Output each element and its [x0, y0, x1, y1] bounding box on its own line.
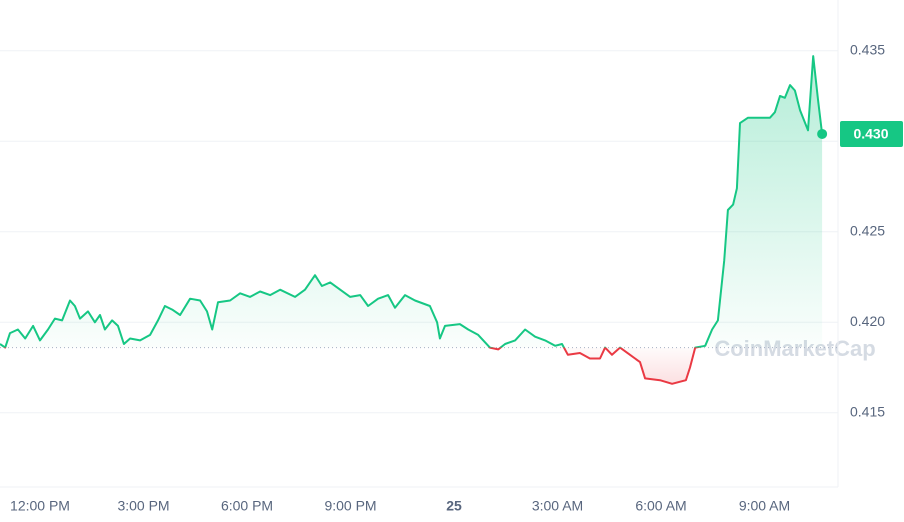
last-price-box	[840, 120, 903, 147]
x-tick-label: 6:00 PM	[221, 498, 273, 514]
x-tick-label: 9:00 AM	[739, 498, 790, 514]
area	[0, 56, 823, 384]
y-tick-label: 0.425	[850, 222, 885, 238]
x-tick-label: 3:00 AM	[532, 498, 583, 514]
last-point	[817, 128, 828, 139]
last-price-label: 0.430	[853, 126, 888, 142]
x-tick-label: 12:00 PM	[10, 498, 70, 514]
y-tick-label: 0.435	[850, 41, 885, 57]
x-tick-label: 3:00 PM	[117, 498, 169, 514]
x-tick-label: 6:00 AM	[635, 498, 686, 514]
x-tick-label: 9:00 PM	[324, 498, 376, 514]
x-tick-label: 25	[446, 498, 462, 514]
y-tick-label: 0.415	[850, 403, 885, 419]
y-tick-label: 0.420	[850, 313, 885, 329]
price-line	[0, 55, 824, 385]
